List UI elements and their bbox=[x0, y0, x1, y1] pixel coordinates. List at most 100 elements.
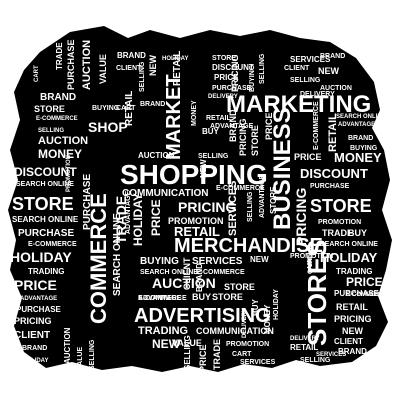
word-auction-left: AUCTION bbox=[38, 135, 88, 147]
word-price-mid: PRICE bbox=[264, 112, 274, 140]
word-search-online-mid: SEARCH ONLINE bbox=[140, 269, 198, 276]
word-buying-right: BUYING bbox=[350, 145, 378, 152]
word-services-mid2: SERVICES bbox=[192, 256, 243, 267]
word-holiday-bottom: HOLIDAY bbox=[273, 289, 280, 320]
word-ecommerce-left: E-COMMERCE bbox=[36, 116, 78, 122]
word-advantage-mid2: ADVANTAGE bbox=[259, 174, 266, 218]
word-pricing-right: PRICING bbox=[293, 188, 309, 246]
word-stores: STORES bbox=[302, 240, 332, 346]
word-communication-bottom: COMMUNICATION bbox=[196, 326, 274, 336]
word-advertising: ADVERTISING bbox=[134, 305, 271, 327]
word-delivery-bottom: DELIVERY bbox=[242, 308, 248, 338]
word-advantage-mid3: ADVANTAGE bbox=[138, 295, 182, 302]
word-price-mid2: PRICE bbox=[149, 199, 163, 236]
word-services-bottom: SERVICES bbox=[240, 359, 276, 366]
word-retail-top: RETAIL bbox=[172, 51, 183, 86]
word-price-top: PRICE bbox=[214, 73, 239, 82]
word-ecommerce-mid2: E-COMMERCE bbox=[196, 269, 245, 276]
word-selling-mid2: SELLING bbox=[247, 191, 254, 222]
word-trading-mid: TRADING bbox=[138, 325, 188, 337]
word-holiday-top: HOLIDAY bbox=[162, 56, 188, 62]
word-communication-mid: COMMUNICATION bbox=[122, 188, 208, 199]
word-selling-top2: SELLING bbox=[259, 53, 266, 84]
word-purchase-top2: PURCHASE bbox=[212, 85, 252, 92]
word-purchase-right2: PURCHASE bbox=[334, 289, 380, 298]
word-trade-top: TRADE bbox=[55, 42, 64, 70]
word-promotion-right: PROMOTION bbox=[318, 219, 361, 226]
word-cart-bottom: CART bbox=[232, 351, 252, 358]
word-search-online-left: SEARCH ONLINE bbox=[16, 181, 74, 188]
word-promotion-right2: PROMOTION bbox=[290, 253, 333, 260]
word-store-mid3: STORE bbox=[212, 292, 243, 302]
word-price-bottom: PRICE bbox=[198, 344, 208, 372]
word-store-left: STORE bbox=[34, 104, 65, 114]
word-services-top: SERVICES bbox=[290, 55, 331, 64]
word-price-right-top: PRICE bbox=[294, 152, 322, 162]
word-store-big-left: STORE bbox=[12, 194, 74, 214]
word-auction-mid: AUCTION bbox=[138, 151, 175, 160]
word-purchase-top: PURCHASE bbox=[66, 39, 76, 90]
word-pricing-mid2: PRICING bbox=[178, 199, 236, 215]
word-brand-mid2: BRAND bbox=[228, 109, 238, 142]
word-trade-bottom: TRADE bbox=[212, 339, 222, 370]
word-search-online-left2: SEARCH ONLINE bbox=[12, 215, 79, 224]
word-trading-right: TRADING bbox=[336, 267, 372, 276]
word-brand-mid3: BRAND bbox=[195, 263, 204, 292]
word-discount-right: DISCOUNT bbox=[300, 166, 368, 181]
word-promotion-bottom: PROMOTION bbox=[226, 341, 269, 348]
word-retail-mid: RETAIL bbox=[124, 91, 135, 126]
word-money-mid: MONEY bbox=[191, 100, 198, 126]
word-retail-mid3: RETAIL bbox=[174, 224, 220, 239]
word-cart-right: CART bbox=[308, 257, 314, 274]
word-promotion-left: PROMOTION bbox=[66, 155, 72, 192]
word-purchase-left2: PURCHASE bbox=[16, 305, 62, 314]
word-shop: SHOP bbox=[88, 119, 128, 135]
word-new-right-top: NEW bbox=[318, 66, 340, 76]
word-price-right: PRICE bbox=[346, 275, 383, 289]
word-new-mid: NEW bbox=[199, 159, 208, 178]
word-holiday-bottom-left: HOLIDAY bbox=[22, 358, 48, 364]
word-store-mid2: STORE bbox=[269, 186, 278, 214]
word-brand-right-top: BRAND bbox=[320, 53, 345, 60]
word-price-left: PRICE bbox=[14, 277, 57, 293]
word-delivery-top: DELIVERY bbox=[208, 94, 238, 100]
word-pricing-right2: PRICING bbox=[334, 314, 372, 324]
word-advantage-right: ADVANTAGE bbox=[338, 122, 375, 128]
word-brand-left-bottom: BRAND bbox=[22, 345, 47, 352]
word-client-right-top: CLIENT bbox=[284, 65, 310, 72]
word-store-top: STORE bbox=[212, 55, 236, 62]
word-new-bottom: NEW bbox=[152, 337, 181, 351]
word-buying-mid: BUYING bbox=[140, 256, 179, 267]
word-trading-left: TRADING bbox=[28, 267, 64, 276]
word-selling-left: SELLING bbox=[38, 128, 64, 134]
word-client-left: CLIENT bbox=[14, 330, 50, 341]
word-auction-right-top: AUCTION bbox=[320, 85, 352, 92]
word-retail-mid2: RETAIL bbox=[206, 115, 231, 122]
word-auction-top: AUCTION bbox=[81, 40, 93, 90]
word-cart-left: CART bbox=[116, 105, 136, 112]
word-shopping: SHOPPING bbox=[120, 159, 268, 190]
word-value-right: VALUE bbox=[307, 244, 314, 268]
word-search-online-vertical: SEARCH ONLINE bbox=[112, 213, 123, 296]
word-selling-mid: SELLING bbox=[198, 153, 229, 160]
word-ecommerce-right: E-COMMERCE bbox=[313, 101, 320, 150]
word-brand-mid: BRAND bbox=[140, 101, 165, 108]
word-ecommerce-mid3: E-COMMERCE bbox=[138, 295, 187, 302]
word-services-mid: SERVICES bbox=[227, 181, 239, 236]
word-promotion-mid: PROMOTION bbox=[168, 216, 224, 226]
word-retail-right3: RETAIL bbox=[290, 343, 318, 352]
word-cart-top: CART bbox=[34, 65, 40, 82]
cloud-background bbox=[8, 26, 392, 372]
word-client-mid: CLIENT bbox=[182, 257, 192, 290]
word-discount-left: DISCOUNT bbox=[14, 165, 77, 179]
word-buy-right: BUY bbox=[348, 228, 367, 238]
word-commerce: COMMERCE bbox=[86, 193, 111, 324]
word-brand-right-bottom: BRAND bbox=[338, 347, 367, 356]
word-brand-left: BRAND bbox=[40, 92, 76, 103]
word-selling-top: SELLING bbox=[139, 61, 146, 92]
word-market: MARKET bbox=[163, 74, 185, 160]
word-search-online-right: SEARCH ONLINE bbox=[336, 114, 386, 120]
word-trade-right: TRADE bbox=[322, 228, 353, 238]
word-holiday-left: HOLIDAY bbox=[10, 249, 72, 265]
